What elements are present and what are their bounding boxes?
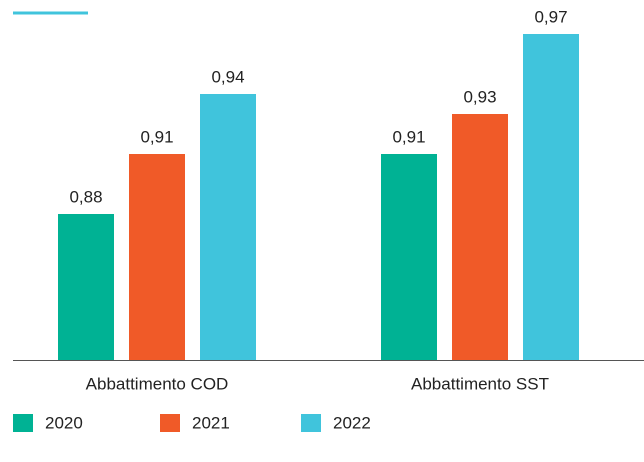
data-label: 0,88 (69, 187, 102, 206)
bar (58, 214, 114, 360)
legend-label: 2021 (192, 413, 230, 432)
bar (523, 34, 579, 360)
x-tick-label: Abbattimento SST (411, 374, 549, 393)
legend-swatch (301, 414, 321, 432)
bar (129, 154, 185, 360)
bar (200, 94, 256, 360)
legend-label: 2020 (45, 413, 83, 432)
data-label: 0,91 (140, 127, 173, 146)
legend-label: 2022 (333, 413, 371, 432)
data-label: 0,97 (534, 7, 567, 26)
bar (452, 114, 508, 360)
bar (381, 154, 437, 360)
data-label: 0,94 (211, 67, 244, 86)
data-label: 0,91 (392, 127, 425, 146)
data-label: 0,93 (463, 87, 496, 106)
legend-swatch (160, 414, 180, 432)
legend-swatch (13, 414, 33, 432)
x-tick-label: Abbattimento COD (86, 374, 229, 393)
